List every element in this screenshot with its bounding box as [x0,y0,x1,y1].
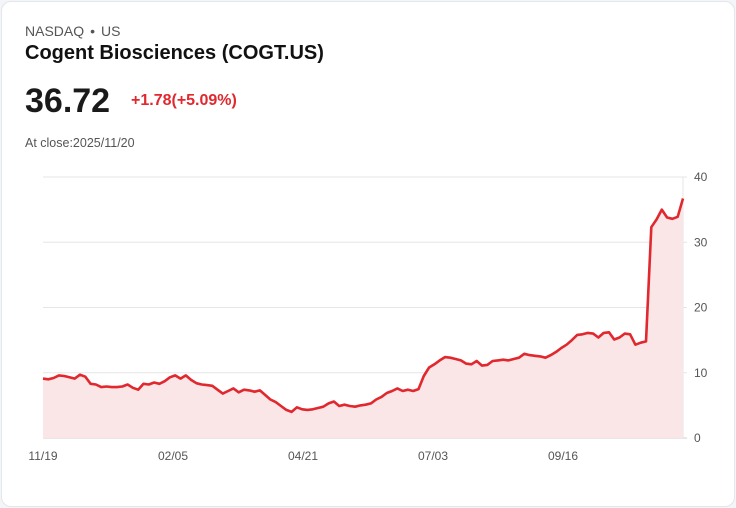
x-tick-label: 11/19 [28,449,57,463]
stock-price: 36.72 [25,82,111,120]
x-tick-label: 02/05 [158,449,188,463]
x-tick-label: 07/03 [418,449,448,463]
close-date: At close:2025/11/20 [25,136,135,150]
separator-dot: • [90,23,96,39]
market-name: US [101,23,121,39]
exchange-name: NASDAQ [25,23,85,39]
price-change: +1.78(+5.09%) [131,92,237,109]
area-fill [43,198,683,438]
exchange-label: NASDAQ • US [25,23,120,39]
stock-title: Cogent Biosciences (COGT.US) [25,42,324,64]
y-tick-label: 0 [694,431,701,445]
y-tick-label: 20 [694,301,708,315]
y-tick-label: 30 [694,235,708,249]
y-tick-label: 40 [694,170,708,184]
x-tick-label: 09/16 [548,449,578,463]
y-tick-label: 10 [694,366,708,380]
x-tick-label: 04/21 [288,449,318,463]
price-line [42,198,685,414]
